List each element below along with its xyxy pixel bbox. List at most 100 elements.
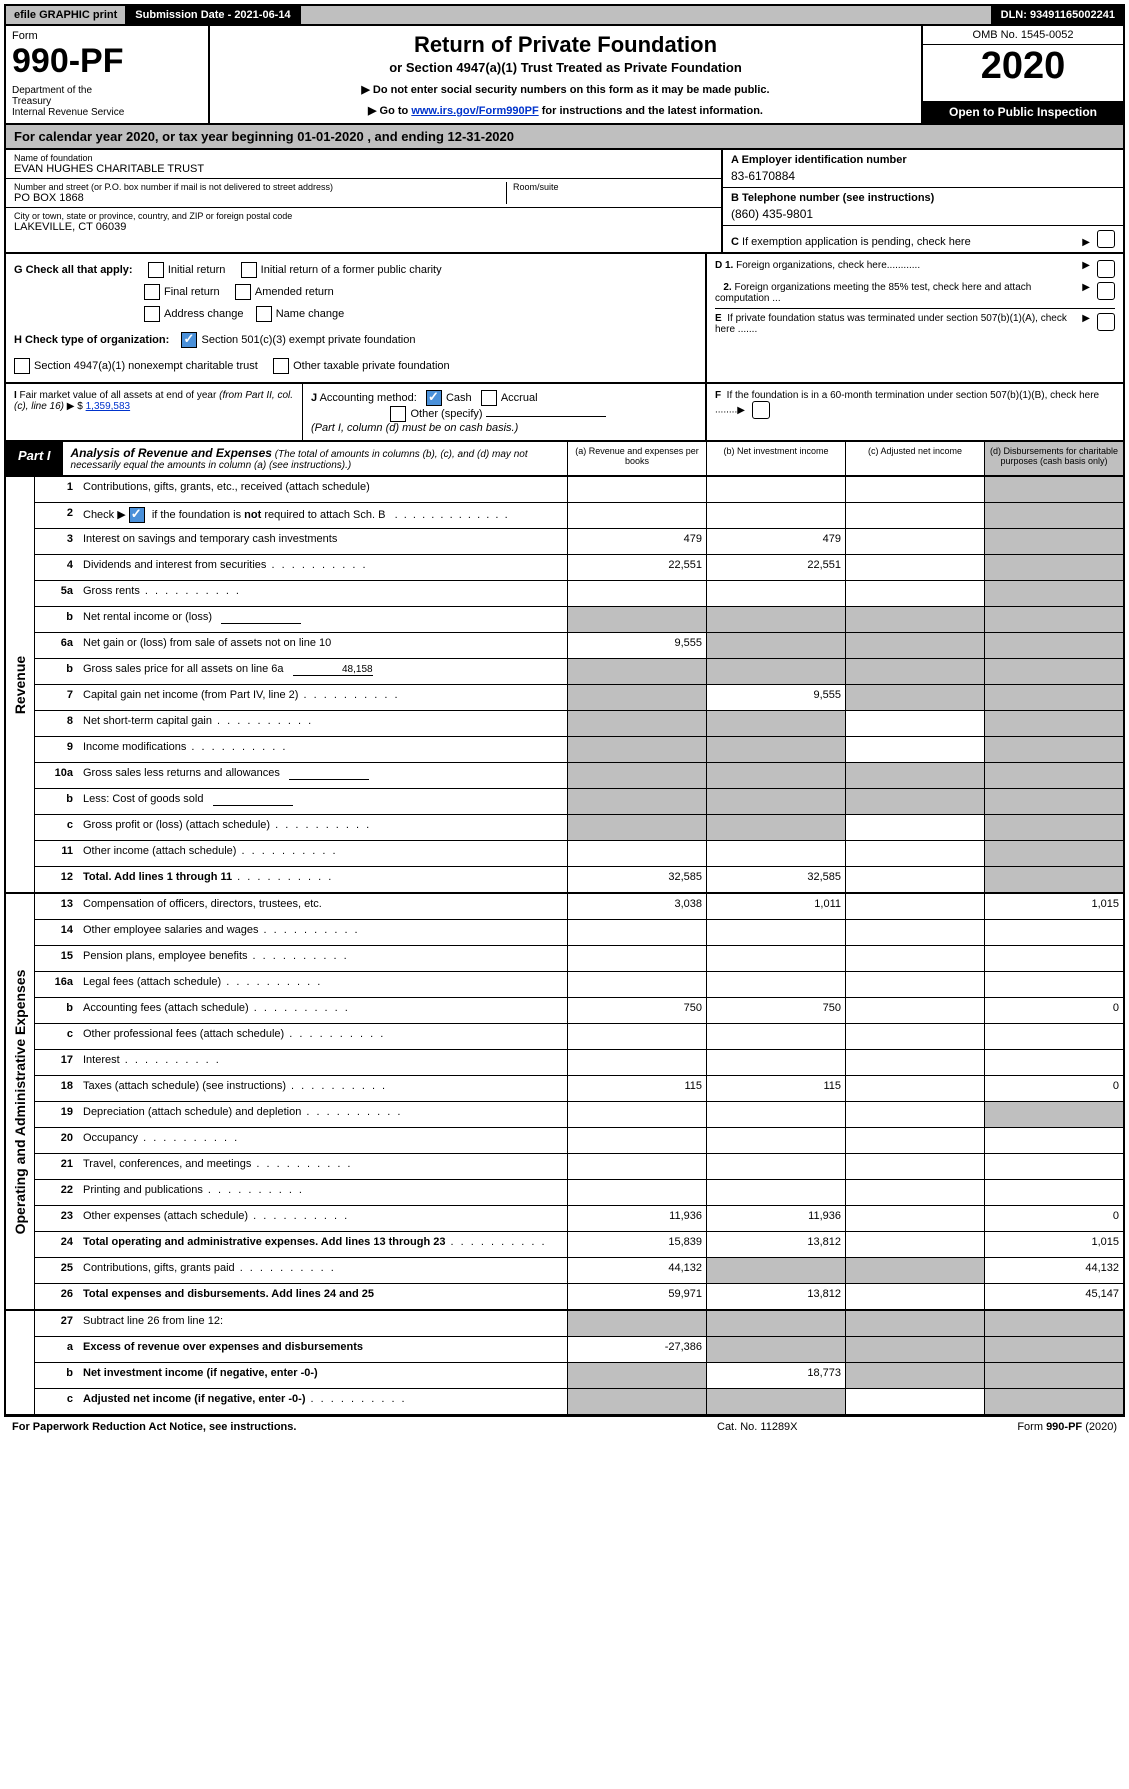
- col-c-value: [845, 920, 984, 945]
- ein-value: 83-6170884: [731, 169, 1115, 183]
- col-b-value: 9,555: [706, 685, 845, 710]
- col-c-value: [845, 789, 984, 814]
- city-state-zip: LAKEVILLE, CT 06039: [14, 221, 126, 233]
- revenue-side-label: Revenue: [12, 655, 28, 713]
- col-a-value: [567, 841, 706, 866]
- irs-url-link[interactable]: www.irs.gov/Form990PF: [411, 105, 538, 117]
- col-b-value: [706, 972, 845, 997]
- h-4947-checkbox[interactable]: [14, 358, 30, 374]
- col-a-value: [567, 503, 706, 528]
- col-a-value: 11,936: [567, 1206, 706, 1231]
- col-a-value: 59,971: [567, 1284, 706, 1309]
- col-b-value: [706, 737, 845, 762]
- col-a-value: 32,585: [567, 867, 706, 892]
- table-row: 23Other expenses (attach schedule)11,936…: [35, 1206, 1123, 1232]
- line-number: 24: [35, 1232, 77, 1257]
- line-description: Contributions, gifts, grants paid: [77, 1258, 567, 1283]
- h-501c3-checkbox[interactable]: [181, 332, 197, 348]
- col-b-value: [706, 789, 845, 814]
- col-b-value: 1,011: [706, 894, 845, 919]
- j-accrual-checkbox[interactable]: [481, 390, 497, 406]
- line-number: b: [35, 659, 77, 684]
- table-row: 9Income modifications: [35, 737, 1123, 763]
- col-a-value: [567, 1128, 706, 1153]
- col-a-value: [567, 1389, 706, 1414]
- f-checkbox[interactable]: [752, 401, 770, 419]
- line-number: c: [35, 1024, 77, 1049]
- d1-checkbox[interactable]: [1097, 260, 1115, 278]
- col-b-value: 22,551: [706, 555, 845, 580]
- col-d-value: 0: [984, 998, 1123, 1023]
- tax-year: 2020: [923, 45, 1123, 101]
- g-initial-checkbox[interactable]: [148, 262, 164, 278]
- col-c-value: [845, 867, 984, 892]
- e-checkbox[interactable]: [1097, 313, 1115, 331]
- col-c-value: [845, 1180, 984, 1205]
- col-a-value: 22,551: [567, 555, 706, 580]
- line-description: Gross sales less returns and allowances: [77, 763, 567, 788]
- j-accrual-lbl: Accrual: [501, 392, 538, 404]
- col-a-value: [567, 1180, 706, 1205]
- table-row: 26Total expenses and disbursements. Add …: [35, 1284, 1123, 1309]
- net-table: 27Subtract line 26 from line 12:aExcess …: [4, 1311, 1125, 1416]
- col-b-value: [706, 1337, 845, 1362]
- col-c-value: [845, 503, 984, 528]
- col-c-value: [845, 1363, 984, 1388]
- d2-checkbox[interactable]: [1097, 282, 1115, 300]
- g-addr-checkbox[interactable]: [144, 306, 160, 322]
- col-a-value: [567, 920, 706, 945]
- line-description: Total expenses and disbursements. Add li…: [77, 1284, 567, 1309]
- line-description: Gross sales price for all assets on line…: [77, 659, 567, 684]
- col-a-value: 44,132: [567, 1258, 706, 1283]
- table-row: 13Compensation of officers, directors, t…: [35, 894, 1123, 920]
- col-a-value: [567, 1050, 706, 1075]
- col-c-value: [845, 841, 984, 866]
- h-other-checkbox[interactable]: [273, 358, 289, 374]
- col-b-value: [706, 633, 845, 658]
- col-d-value: [984, 1180, 1123, 1205]
- col-a-value: [567, 1363, 706, 1388]
- col-c-value: [845, 815, 984, 840]
- table-row: bNet rental income or (loss): [35, 607, 1123, 633]
- table-row: 16aLegal fees (attach schedule): [35, 972, 1123, 998]
- line-number: 7: [35, 685, 77, 710]
- col-a-value: [567, 659, 706, 684]
- line2-schb-checkbox[interactable]: [129, 507, 145, 523]
- table-row: 3Interest on savings and temporary cash …: [35, 529, 1123, 555]
- col-a-value: [567, 763, 706, 788]
- j-note: (Part I, column (d) must be on cash basi…: [311, 422, 518, 434]
- h-501c3-lbl: Section 501(c)(3) exempt private foundat…: [201, 334, 415, 346]
- col-c-value: [845, 894, 984, 919]
- topbar-spacer: [301, 6, 993, 24]
- col-d-value: [984, 1154, 1123, 1179]
- col-a-value: [567, 685, 706, 710]
- col-d-value: [984, 659, 1123, 684]
- col-d-value: 44,132: [984, 1258, 1123, 1283]
- line-number: 8: [35, 711, 77, 736]
- col-c-value: [845, 1154, 984, 1179]
- table-row: 8Net short-term capital gain: [35, 711, 1123, 737]
- col-b-value: [706, 659, 845, 684]
- g-initial-former-checkbox[interactable]: [241, 262, 257, 278]
- part1-label: Part I: [6, 442, 63, 475]
- col-b-value: [706, 1102, 845, 1127]
- line-number: c: [35, 1389, 77, 1414]
- line-description: Compensation of officers, directors, tru…: [77, 894, 567, 919]
- line-description: Check ▶ if the foundation is not require…: [77, 503, 567, 528]
- instr-prefix: ▶ Go to: [368, 105, 411, 117]
- line-number: 20: [35, 1128, 77, 1153]
- col-d-value: [984, 477, 1123, 502]
- j-cash-checkbox[interactable]: [426, 390, 442, 406]
- col-c-value: [845, 581, 984, 606]
- line-description: Gross profit or (loss) (attach schedule): [77, 815, 567, 840]
- j-other-checkbox[interactable]: [390, 406, 406, 422]
- c-checkbox[interactable]: [1097, 230, 1115, 248]
- g-name-checkbox[interactable]: [256, 306, 272, 322]
- g-final-checkbox[interactable]: [144, 284, 160, 300]
- col-d-value: [984, 1050, 1123, 1075]
- g-amended-checkbox[interactable]: [235, 284, 251, 300]
- col-c-value: [845, 1076, 984, 1101]
- line-description: Dividends and interest from securities: [77, 555, 567, 580]
- col-d-value: [984, 685, 1123, 710]
- line-description: Subtract line 26 from line 12:: [77, 1311, 567, 1336]
